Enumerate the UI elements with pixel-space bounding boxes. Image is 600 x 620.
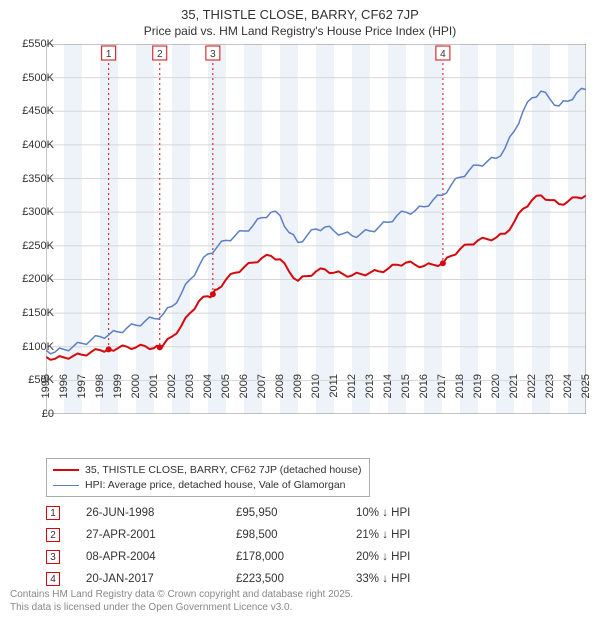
legend-swatch	[53, 469, 79, 471]
legend-label: 35, THISTLE CLOSE, BARRY, CF62 7JP (deta…	[85, 463, 361, 478]
transaction-marker: 2	[46, 528, 60, 542]
x-axis-label: 1995	[40, 374, 52, 398]
x-axis-label: 2004	[202, 374, 214, 398]
x-axis-label: 2010	[310, 374, 322, 398]
x-axis-label: 2006	[238, 374, 250, 398]
svg-text:4: 4	[440, 49, 446, 60]
y-axis-label: £300K	[22, 206, 54, 218]
legend-label: HPI: Average price, detached house, Vale…	[85, 478, 346, 493]
svg-text:3: 3	[210, 49, 216, 60]
transactions-table: 1 26-JUN-1998£95,95010% ↓ HPI 2 27-APR-2001…	[46, 502, 496, 590]
chart-title: 35, THISTLE CLOSE, BARRY, CF62 7JP	[0, 0, 600, 24]
transaction-date: 27-APR-2001	[86, 529, 236, 541]
x-axis-label: 2013	[364, 374, 376, 398]
transaction-marker: 3	[46, 550, 60, 564]
transaction-price: £95,950	[236, 507, 356, 519]
x-axis-label: 2016	[418, 374, 430, 398]
transaction-date: 08-APR-2004	[86, 551, 236, 563]
transaction-row: 1 26-JUN-1998£95,95010% ↓ HPI	[46, 502, 496, 524]
line-chart: 1 2 3 4	[46, 44, 586, 414]
x-axis-label: 2025	[580, 374, 592, 398]
legend: 35, THISTLE CLOSE, BARRY, CF62 7JP (deta…	[46, 458, 370, 497]
transaction-vs-hpi: 21% ↓ HPI	[356, 529, 496, 541]
y-axis-label: £400K	[22, 139, 54, 151]
svg-text:2: 2	[157, 49, 163, 60]
x-axis-label: 2024	[562, 374, 574, 398]
x-axis-label: 2019	[472, 374, 484, 398]
chart-subtitle: Price paid vs. HM Land Registry's House …	[0, 24, 600, 38]
x-axis-label: 2011	[328, 374, 340, 398]
transaction-vs-hpi: 10% ↓ HPI	[356, 507, 496, 519]
y-axis-label: £250K	[22, 240, 54, 252]
x-axis-label: 1999	[112, 374, 124, 398]
x-axis-label: 2022	[526, 374, 538, 398]
x-axis-label: 2023	[544, 374, 556, 398]
legend-item: 35, THISTLE CLOSE, BARRY, CF62 7JP (deta…	[53, 463, 361, 478]
x-axis-label: 2002	[166, 374, 178, 398]
y-axis-label: £100K	[22, 341, 54, 353]
x-axis-label: 2017	[436, 374, 448, 398]
x-axis-label: 2020	[490, 374, 502, 398]
y-axis-label: £450K	[22, 105, 54, 117]
y-axis-label: £200K	[22, 273, 54, 285]
svg-text:1: 1	[106, 49, 112, 60]
x-axis-label: 2008	[274, 374, 286, 398]
transaction-row: 4 20-JAN-2017£223,50033% ↓ HPI	[46, 568, 496, 590]
footer-line-1: Contains HM Land Registry data © Crown c…	[10, 588, 353, 601]
transaction-marker: 1	[46, 506, 60, 520]
x-axis-label: 2007	[256, 374, 268, 398]
transaction-row: 2 27-APR-2001£98,50021% ↓ HPI	[46, 524, 496, 546]
x-axis-label: 2021	[508, 374, 520, 398]
transaction-vs-hpi: 20% ↓ HPI	[356, 551, 496, 563]
y-axis-label: £500K	[22, 72, 54, 84]
y-axis-label: £150K	[22, 307, 54, 319]
footer-line-2: This data is licensed under the Open Gov…	[10, 601, 353, 614]
transaction-date: 20-JAN-2017	[86, 573, 236, 585]
x-axis-label: 2014	[382, 374, 394, 398]
x-axis-label: 2009	[292, 374, 304, 398]
x-axis-label: 2003	[184, 374, 196, 398]
x-axis-label: 2001	[148, 374, 160, 398]
x-axis-label: 2000	[130, 374, 142, 398]
x-axis-label: 1996	[58, 374, 70, 398]
legend-swatch	[53, 485, 79, 486]
transaction-date: 26-JUN-1998	[86, 507, 236, 519]
y-axis-label: £550K	[22, 38, 54, 50]
transaction-marker: 4	[46, 572, 60, 586]
x-axis-label: 1998	[94, 374, 106, 398]
x-axis-label: 2005	[220, 374, 232, 398]
transaction-price: £223,500	[236, 573, 356, 585]
chart-area: 1 2 3 4	[46, 44, 586, 414]
y-axis-label: £0	[42, 408, 54, 420]
footer-attribution: Contains HM Land Registry data © Crown c…	[10, 588, 353, 614]
x-axis-label: 2012	[346, 374, 358, 398]
transaction-price: £178,000	[236, 551, 356, 563]
y-axis-label: £350K	[22, 173, 54, 185]
transaction-price: £98,500	[236, 529, 356, 541]
x-axis-label: 1997	[76, 374, 88, 398]
transaction-row: 3 08-APR-2004£178,00020% ↓ HPI	[46, 546, 496, 568]
legend-item: HPI: Average price, detached house, Vale…	[53, 478, 361, 493]
transaction-vs-hpi: 33% ↓ HPI	[356, 573, 496, 585]
x-axis-label: 2015	[400, 374, 412, 398]
x-axis-label: 2018	[454, 374, 466, 398]
